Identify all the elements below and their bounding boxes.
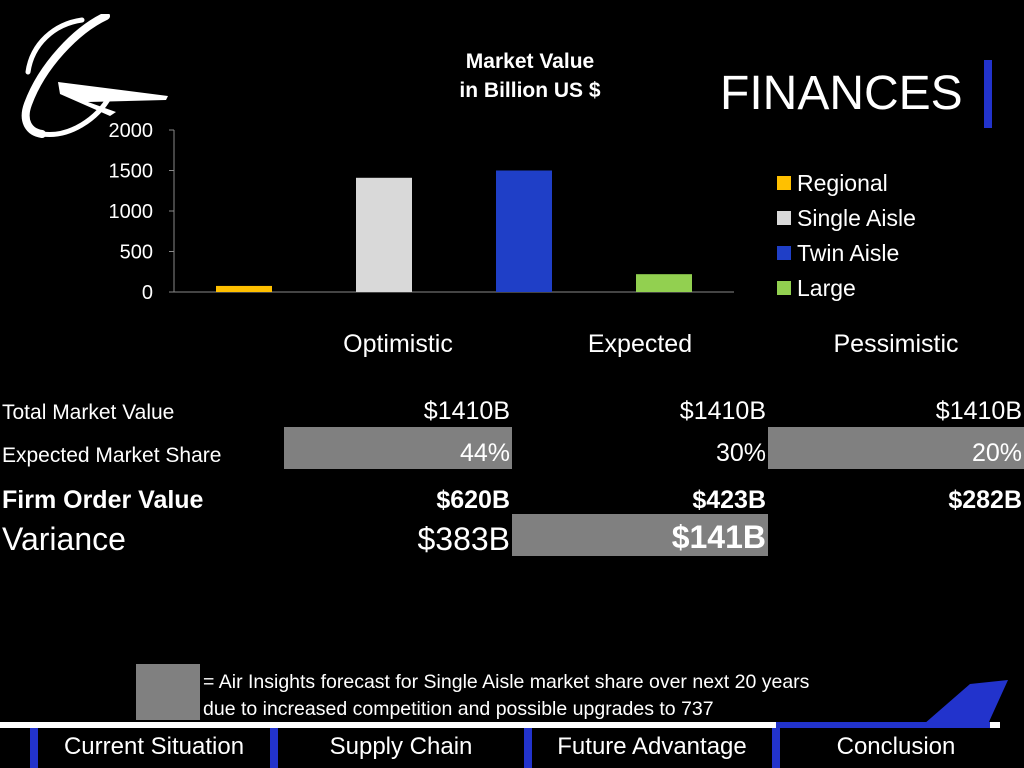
row-label-firm-order-value: Firm Order Value (2, 486, 204, 514)
chart-title-line-2: in Billion US $ (459, 79, 600, 102)
scenario-header-expected: Expected (587, 330, 693, 358)
legend-label-twin-aisle: Twin Aisle (797, 240, 899, 266)
legend-swatch-single-aisle (777, 211, 791, 225)
highlight-legend-swatch (136, 664, 200, 720)
nav-divider (524, 728, 532, 768)
y-tick-label: 500 (120, 242, 153, 264)
nav-divider (270, 728, 278, 768)
row-label-expected-market-share: Expected Market Share (2, 444, 222, 467)
active-tab-indicator (776, 722, 990, 728)
scenario-header-optimistic: Optimistic (343, 330, 453, 358)
firm-order-value-expected: $423B (692, 486, 766, 514)
legend-swatch-large (777, 281, 791, 295)
scenario-header-pessimistic: Pessimistic (833, 330, 959, 358)
chart-title-line-1: Market Value (466, 50, 594, 73)
variance-optimistic: $383B (417, 521, 510, 557)
bar-single-aisle (356, 177, 412, 292)
legend-label-large: Large (797, 275, 856, 301)
y-tick-label: 1500 (109, 161, 154, 183)
highlight-legend-note: = Air Insights forecast for Single Aisle… (203, 669, 809, 723)
nav-tab-supply-chain[interactable]: Supply Chain (329, 733, 473, 760)
footer-divider-line (0, 722, 1000, 728)
bar-twin-aisle (496, 170, 552, 292)
y-tick-label: 0 (142, 282, 153, 304)
row-label-total-market-value: Total Market Value (2, 401, 175, 424)
market-share-optimistic: 44% (284, 427, 512, 469)
legend-label-single-aisle: Single Aisle (797, 205, 916, 231)
boeing-logo-icon (21, 14, 168, 138)
market-share-expected: 30% (715, 439, 766, 467)
bar-large (636, 274, 692, 292)
total-market-value-expected: $1410B (679, 397, 766, 425)
nav-divider (30, 728, 38, 768)
total-market-value-optimistic: $1410B (423, 397, 510, 425)
page-title: FINANCES (720, 67, 963, 120)
legend-label-regional: Regional (797, 170, 888, 196)
legend-swatch-twin-aisle (777, 246, 791, 260)
title-accent-bar (984, 60, 992, 128)
market-value-chart: Market Value in Billion US $ 0 500 1000 150… (109, 50, 916, 304)
y-tick-label: 2000 (109, 120, 154, 142)
row-label-variance: Variance (2, 521, 126, 557)
variance-expected: $141B (512, 514, 768, 556)
nav-tab-current-situation[interactable]: Current Situation (63, 733, 245, 760)
legend-note-line-2: due to increased competition and possibl… (203, 698, 714, 720)
nav-divider (772, 728, 780, 768)
airplane-tail-icon (924, 680, 1008, 724)
legend-swatch-regional (777, 176, 791, 190)
nav-tab-conclusion[interactable]: Conclusion (836, 733, 956, 760)
y-tick-label: 1000 (109, 201, 154, 223)
bar-regional (216, 285, 272, 292)
market-share-pessimistic: 20% (768, 427, 1024, 469)
legend-note-line-1: = Air Insights forecast for Single Aisle… (203, 671, 810, 693)
firm-order-value-optimistic: $620B (436, 486, 510, 514)
nav-tab-future-advantage[interactable]: Future Advantage (557, 733, 747, 760)
firm-order-value-pessimistic: $282B (948, 486, 1022, 514)
total-market-value-pessimistic: $1410B (935, 397, 1022, 425)
